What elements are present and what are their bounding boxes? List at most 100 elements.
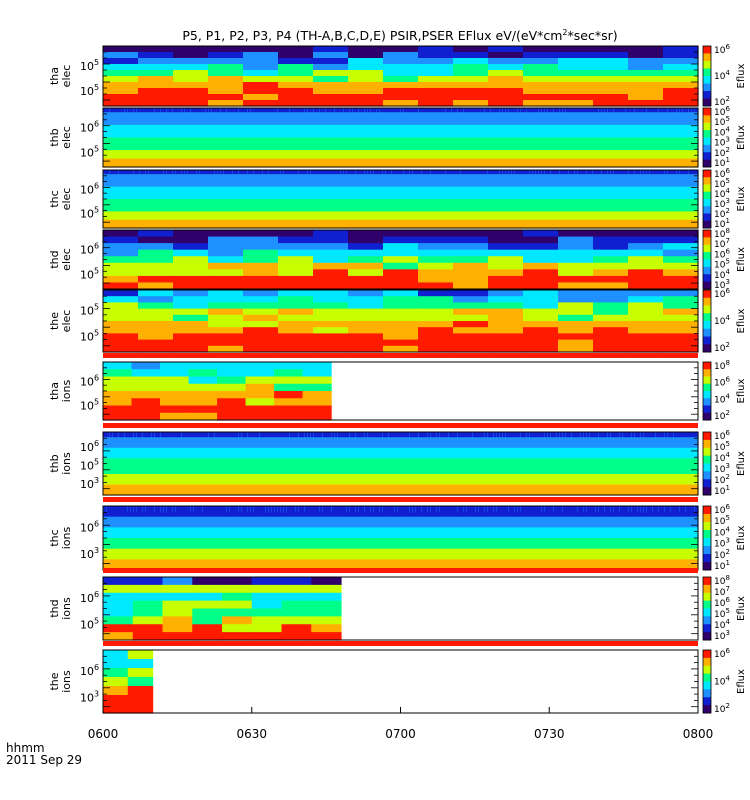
colorbar-segment (703, 305, 711, 314)
colorbar-frame (702, 649, 712, 714)
heatmap-cell (488, 333, 524, 341)
colorbar-segment (703, 616, 711, 625)
colorbar-tick-label: 101 (714, 559, 730, 572)
fine-stripe (667, 432, 668, 439)
heatmap-cell (138, 290, 174, 297)
heatmap-cell (558, 282, 594, 290)
x-tick-label: 0600 (88, 727, 119, 741)
heatmap-cell (103, 432, 699, 438)
heatmap-cell (138, 100, 174, 107)
fine-stripe (106, 506, 107, 513)
heatmap-cell (593, 275, 629, 284)
fine-stripe (238, 432, 239, 439)
y-minor-ticks (103, 512, 698, 564)
heatmap-cell (313, 256, 349, 264)
heatmap-cell (348, 345, 384, 353)
heatmap-cell (523, 327, 559, 334)
fine-stripe (664, 170, 665, 175)
fine-stripe (400, 108, 401, 114)
fine-stripe (553, 506, 554, 513)
heatmap-cell (281, 600, 312, 610)
heatmap-cell (103, 554, 699, 560)
heatmap-cell (383, 321, 419, 328)
heatmap-cell (173, 308, 209, 316)
fine-stripe (613, 506, 614, 513)
fine-stripe (556, 432, 557, 439)
heatmap-cell (103, 506, 699, 512)
heatmap-cell (383, 243, 419, 251)
heatmap-cell (278, 46, 314, 53)
heatmap-cell (160, 369, 190, 378)
colorbar-segment (703, 130, 711, 138)
heatmap-cell (160, 398, 190, 407)
heatmap-cell (453, 94, 489, 101)
fine-stripe (229, 506, 230, 513)
heatmap-cell (103, 76, 139, 83)
heatmap-cell (383, 327, 419, 334)
heatmap-cell (103, 704, 129, 714)
y-minor-ticks (103, 235, 698, 284)
heatmap-cell (311, 624, 342, 633)
fine-stripe (646, 506, 647, 513)
heatmap-cell (558, 256, 594, 264)
fine-stripe (610, 170, 611, 175)
heatmap-cell (243, 314, 279, 322)
fine-stripe (526, 432, 527, 439)
fine-stripe (238, 506, 239, 513)
heatmap-cell (663, 339, 699, 347)
heatmap-cell (217, 369, 247, 378)
heatmap-cell (243, 290, 279, 297)
heatmap-cell (488, 76, 524, 83)
fine-stripe (691, 108, 692, 114)
fine-stripe (172, 506, 173, 513)
heatmap-cell (523, 243, 559, 251)
colorbar-segment (703, 137, 711, 146)
panel-frame (102, 649, 699, 714)
heatmap-cell (281, 592, 312, 602)
heatmap-cell (418, 100, 454, 107)
fine-stripe (529, 170, 530, 175)
colorbar-segment (703, 624, 711, 633)
colorbar-segment (703, 554, 711, 563)
heatmap-cell (173, 249, 209, 257)
heatmap-cell (138, 333, 174, 341)
heatmap-cell (488, 290, 524, 297)
heatmap-cell (348, 256, 384, 264)
heatmap-cell (245, 405, 275, 414)
fine-stripe (139, 170, 140, 175)
x-tick-label: 0700 (385, 727, 416, 741)
heatmap-cell (127, 650, 154, 660)
y-minor-ticks (103, 582, 698, 635)
heatmap-cell (302, 376, 332, 385)
heatmap-cell (418, 88, 454, 95)
fine-stripe (598, 432, 599, 439)
heatmap-cell (453, 339, 489, 347)
fine-stripe (190, 506, 191, 513)
heatmap-cell (103, 376, 133, 385)
fine-stripe (694, 108, 695, 114)
fine-stripe (382, 432, 383, 439)
heatmap-cell (222, 592, 253, 602)
heatmap-cell (103, 686, 129, 696)
heatmap-cell (138, 256, 174, 264)
heatmap-cell (593, 64, 629, 71)
fine-stripe (643, 506, 644, 513)
heatmap-cell (488, 249, 524, 257)
heatmap-cell (274, 412, 304, 421)
heatmap-cell (488, 230, 524, 238)
heatmap-cell (173, 275, 209, 284)
heatmap-cell (192, 616, 223, 625)
heatmap-cell (558, 314, 594, 322)
colorbar-segment (703, 463, 711, 472)
heatmap-cell (103, 199, 699, 204)
fine-stripe (634, 108, 635, 114)
fine-stripe (583, 432, 584, 439)
colorbar-segment (703, 455, 711, 464)
colorbar-segment (703, 61, 711, 69)
panel-tha-ions: 106 105 thaions 108 106 104 102 Eflux (48, 353, 747, 422)
fine-stripe (268, 170, 269, 175)
heatmap-cell (278, 243, 314, 251)
heatmap-cell (103, 82, 139, 89)
fine-stripe (565, 108, 566, 114)
